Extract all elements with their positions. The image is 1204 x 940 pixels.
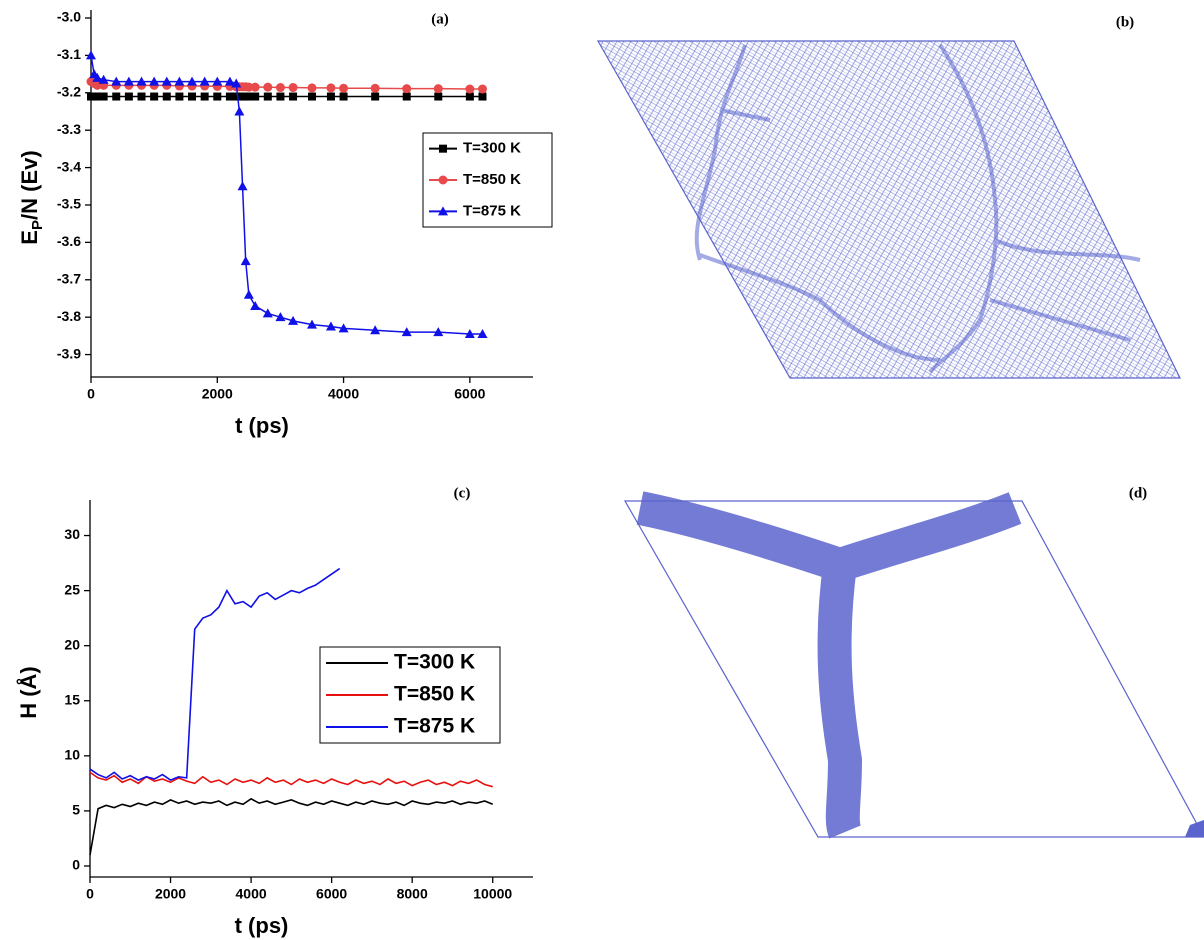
x-axis-title: t (ps) (235, 413, 289, 438)
marker (308, 83, 317, 92)
marker (234, 106, 244, 115)
legend-label: T=850 K (394, 683, 475, 706)
marker (340, 93, 348, 101)
marker (238, 181, 248, 190)
marker (251, 83, 260, 92)
legend-label: T=875 K (463, 202, 521, 219)
x-tick-label: 0 (86, 886, 94, 902)
y-tick-label: -3.1 (57, 46, 81, 62)
series-line (90, 772, 493, 786)
y-tick-label: -3.4 (57, 158, 81, 174)
legend-label: T=300 K (463, 140, 521, 157)
y-tick-label: 20 (64, 636, 80, 652)
y-axis-title: H (Å) (15, 666, 41, 719)
y-tick-label: 10 (64, 747, 80, 763)
marker (241, 256, 251, 265)
marker (163, 93, 171, 101)
y-tick-label: -3.2 (57, 83, 81, 99)
y-tick-label: 5 (72, 802, 80, 818)
x-axis-title: t (ps) (235, 913, 289, 938)
marker (138, 93, 146, 101)
marker (289, 83, 298, 92)
marker (434, 84, 443, 93)
y-tick-label: -3.8 (57, 308, 81, 324)
marker (339, 84, 348, 93)
y-tick-label: -3.7 (57, 270, 81, 286)
panel-label: (b) (1116, 14, 1134, 30)
figure: (b) (d) 0200040006000-3.0-3.1-3.2-3.3-3.… (0, 0, 1204, 940)
y-tick-label: -3.3 (57, 121, 81, 137)
legend-label: T=300 K (394, 651, 475, 674)
marker (439, 176, 448, 185)
marker (326, 83, 335, 92)
y-tick-label: -3.9 (57, 345, 81, 361)
panel-label: (d) (1129, 485, 1147, 501)
marker (250, 301, 260, 310)
x-tick-label: 2000 (155, 886, 186, 902)
x-tick-label: 8000 (397, 886, 428, 902)
marker (201, 93, 209, 101)
marker (371, 84, 380, 93)
y-tick-label: -3.5 (57, 196, 81, 212)
membrane-fragment (1185, 820, 1204, 837)
x-tick-label: 0 (87, 386, 95, 402)
marker (465, 85, 474, 94)
marker (478, 93, 486, 101)
marker (244, 290, 254, 299)
marker (100, 93, 108, 101)
marker (188, 93, 196, 101)
y-tick-label: 30 (64, 526, 80, 542)
y-axis-title-part: E (17, 230, 42, 245)
marker (263, 83, 272, 92)
panel-label: (c) (454, 485, 471, 501)
marker (327, 93, 335, 101)
marker (289, 93, 297, 101)
y-tick-label: -3.0 (57, 9, 81, 25)
page: (b) (d) 0200040006000-3.0-3.1-3.2-3.3-3.… (0, 0, 1204, 940)
y-axis-title-part: /N (Ev) (17, 150, 42, 220)
marker (125, 93, 133, 101)
marker (175, 93, 183, 101)
y-axis-title-sub: P (29, 220, 46, 230)
marker (439, 145, 447, 153)
series-line (90, 799, 493, 855)
x-tick-label: 6000 (454, 386, 485, 402)
marker (213, 93, 221, 101)
y-tick-label: -3.6 (57, 233, 81, 249)
x-tick-label: 4000 (236, 886, 267, 902)
marker (308, 93, 316, 101)
y-axis-title: EP/N (Ev) (17, 150, 46, 244)
marker (371, 93, 379, 101)
marker (276, 83, 285, 92)
series-line (90, 569, 340, 780)
marker (112, 93, 120, 101)
marker (466, 93, 474, 101)
panel-label: (a) (431, 11, 449, 27)
marker (478, 85, 487, 94)
legend-label: T=875 K (394, 715, 475, 738)
y-tick-label: 0 (72, 857, 80, 873)
y-tick-label: 15 (64, 691, 80, 707)
marker (251, 93, 259, 101)
marker (263, 308, 273, 317)
membrane-band (640, 508, 1015, 832)
y-tick-label: 25 (64, 581, 80, 597)
marker (403, 93, 411, 101)
marker (276, 93, 284, 101)
marker (264, 93, 272, 101)
marker (150, 93, 158, 101)
x-tick-label: 2000 (202, 386, 233, 402)
x-tick-label: 10000 (473, 886, 512, 902)
legend-label: T=850 K (463, 171, 521, 188)
x-tick-label: 4000 (328, 386, 359, 402)
marker (402, 84, 411, 93)
marker (434, 93, 442, 101)
x-tick-label: 6000 (316, 886, 347, 902)
